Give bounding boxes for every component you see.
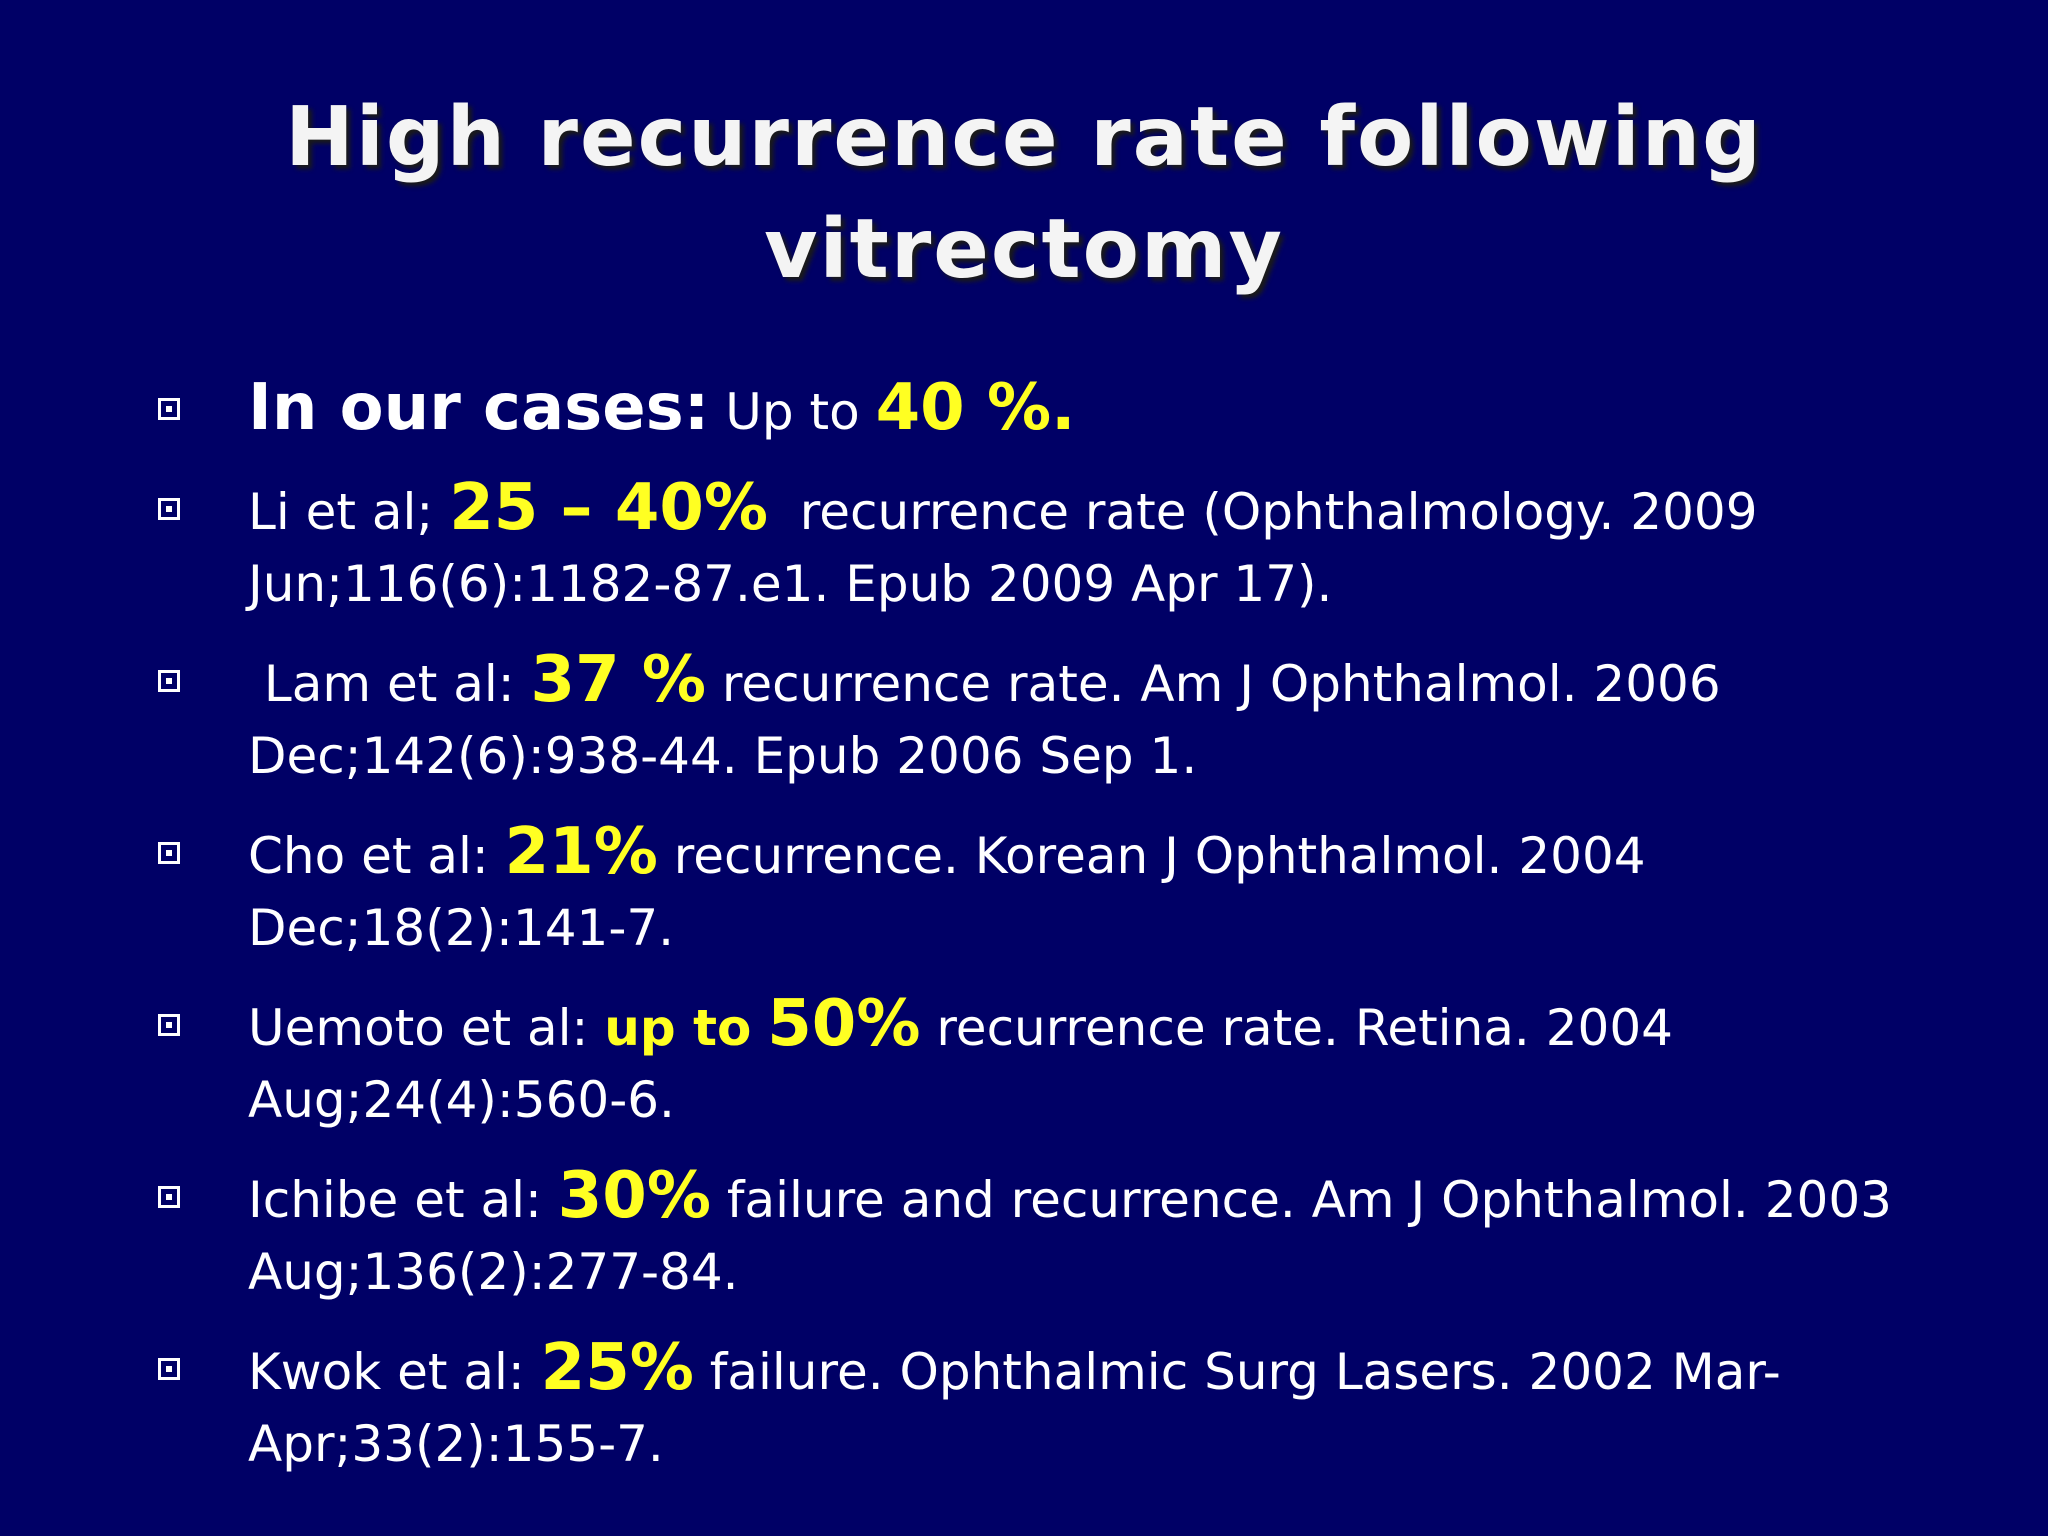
text: Kwok et al: [248, 1343, 525, 1401]
text: recurrence rate. Retina. 2004 Aug;24(4):… [248, 999, 1673, 1129]
highlight: 37 % [530, 643, 707, 717]
bullet-icon [158, 398, 180, 420]
bullet: Ichibe et al: 30% failure and recurrence… [150, 1160, 1910, 1308]
bullet: Lam et al: 37 % recurrence rate. Am J Op… [150, 644, 1910, 792]
slide-title: High recurrence rate following vitrectom… [285, 90, 1763, 297]
bullet-icon [158, 670, 180, 692]
text: Cho et al: [248, 827, 489, 885]
text: recurrence rate. Am J Ophthalmol. 2006 D… [248, 655, 1721, 785]
bullet-list: In our cases: Up to 40 %. Li et al; 25 –… [150, 372, 1910, 1504]
bullet-icon [158, 842, 180, 864]
bullet-icon [158, 1358, 180, 1380]
lead: In our cases: [248, 371, 710, 445]
text: Ichibe et al: [248, 1171, 542, 1229]
highlight: 30% [557, 1159, 711, 1233]
highlight: 40 %. [875, 371, 1076, 445]
bullet-icon [158, 498, 180, 520]
highlight: 21% [504, 815, 658, 889]
text: Lam et al: [263, 655, 515, 713]
bullet: Uemoto et al: up to 50% recurrence rate.… [150, 988, 1910, 1136]
bullet: In our cases: Up to 40 %. [150, 372, 1910, 448]
text: recurrence. Korean J Ophthalmol. 2004 De… [248, 827, 1646, 957]
bullet: Cho et al: 21% recurrence. Korean J Opht… [150, 816, 1910, 964]
text: failure. Ophthalmic Surg Lasers. 2002 Ma… [248, 1343, 1781, 1473]
text: Li et al; [248, 483, 434, 541]
highlight: 50% [767, 987, 921, 1061]
bullet-icon [158, 1014, 180, 1036]
text: Up to [725, 383, 860, 441]
bullet: Li et al; 25 – 40% recurrence rate (Opht… [150, 472, 1910, 620]
highlight: up to [604, 999, 752, 1057]
bullet-icon [158, 1186, 180, 1208]
highlight: 25% [540, 1331, 694, 1405]
highlight: 25 – 40% [449, 471, 768, 545]
text: Uemoto et al: [248, 999, 589, 1057]
text: failure and recurrence. Am J Ophthalmol.… [248, 1171, 1892, 1301]
bullet: Kwok et al: 25% failure. Ophthalmic Surg… [150, 1332, 1910, 1480]
text: recurrence rate (Ophthalmology. 2009 Jun… [248, 483, 1758, 613]
